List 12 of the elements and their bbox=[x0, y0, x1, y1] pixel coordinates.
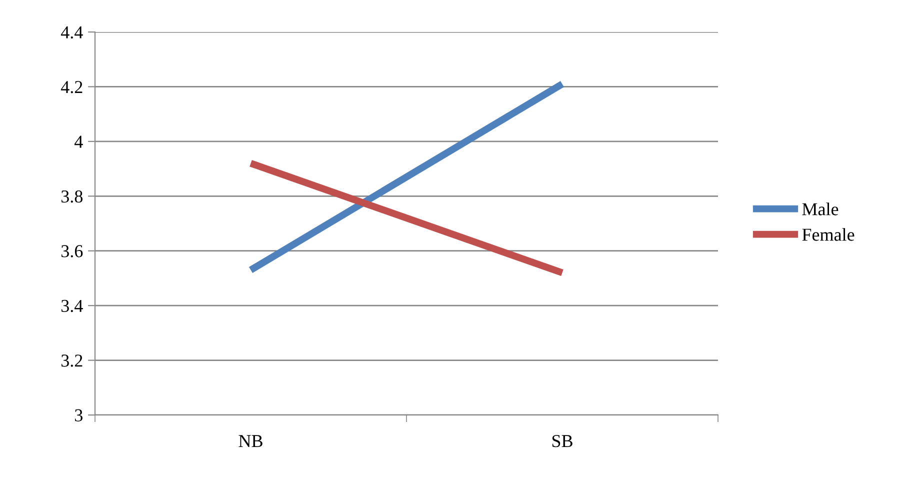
y-tick-label: 3.8 bbox=[61, 190, 83, 203]
y-tick-label: 3.4 bbox=[61, 300, 83, 312]
y-tick-label: 4.4 bbox=[60, 26, 83, 39]
y-tick-label: 3 bbox=[75, 409, 82, 422]
y-tick-label: 4 bbox=[74, 136, 83, 148]
x-tick-label: SB bbox=[552, 435, 572, 448]
y-tick-label: 3.6 bbox=[61, 245, 83, 258]
legend-label: Female bbox=[802, 228, 854, 241]
y-tick-label: 4.2 bbox=[60, 81, 82, 94]
legend-label: Male bbox=[802, 202, 838, 216]
y-tick-label: 3.2 bbox=[61, 354, 82, 367]
x-tick-label: NB bbox=[238, 435, 262, 448]
